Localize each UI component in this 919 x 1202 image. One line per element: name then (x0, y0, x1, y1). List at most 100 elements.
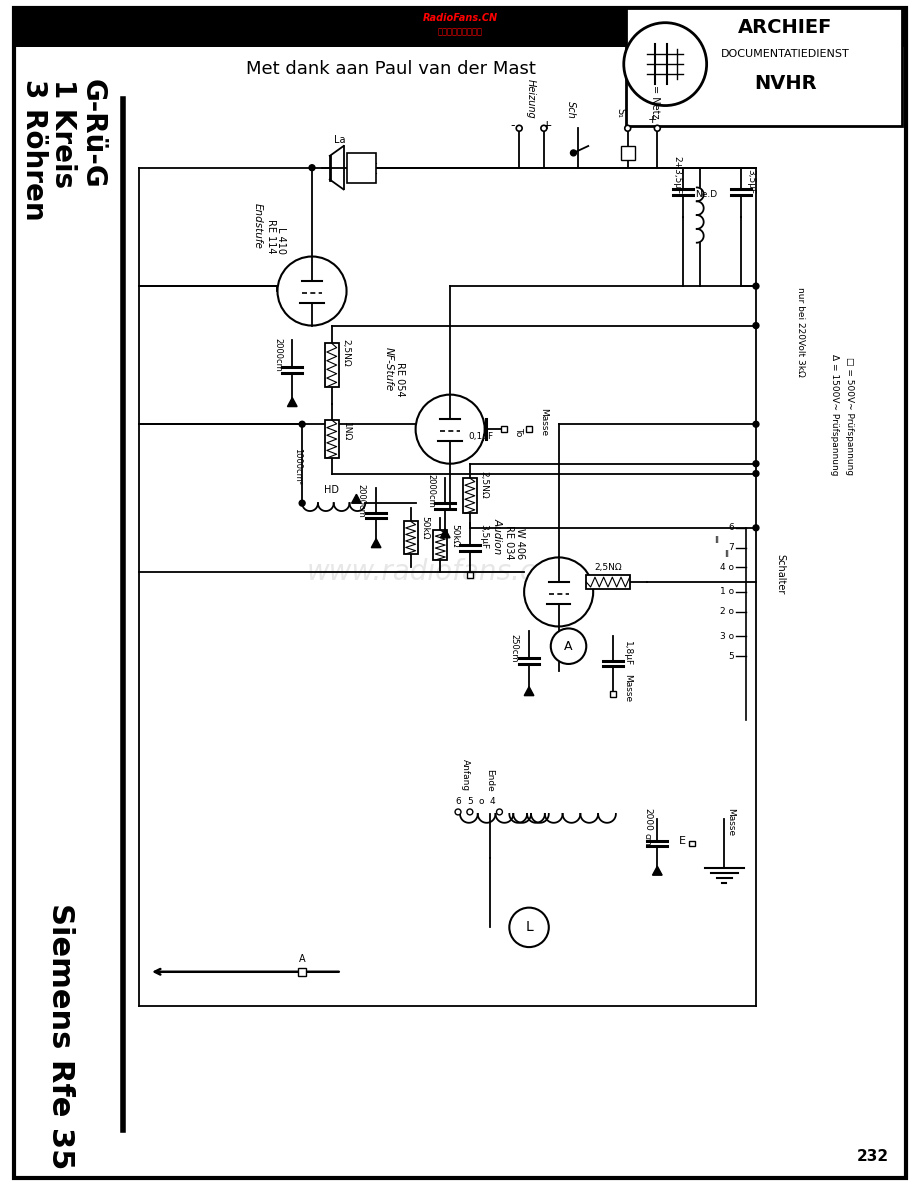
Text: 1,8µF: 1,8µF (622, 641, 631, 666)
Text: 2 o: 2 o (720, 607, 733, 617)
Text: Siemens Rfe 35: Siemens Rfe 35 (46, 903, 74, 1170)
Circle shape (752, 525, 758, 531)
Text: 6: 6 (728, 523, 733, 532)
Bar (14, 8, 905, 47)
Text: 2+3,5µF: 2+3,5µF (672, 156, 681, 195)
Text: 2,5NΩ: 2,5NΩ (594, 564, 621, 572)
Text: RadioFans.CN: RadioFans.CN (422, 13, 497, 23)
Text: 1NΩ: 1NΩ (341, 422, 350, 441)
Text: +: + (541, 119, 551, 132)
Text: S₁: S₁ (615, 108, 625, 119)
Text: ARCHIEF: ARCHIEF (738, 18, 832, 37)
Text: 250cm: 250cm (509, 635, 518, 664)
Circle shape (524, 558, 593, 626)
Text: La: La (334, 135, 345, 145)
Text: 5: 5 (728, 651, 733, 661)
Bar (324, 344, 338, 387)
Text: 2,5NΩ: 2,5NΩ (341, 339, 350, 367)
Text: II: II (723, 551, 728, 559)
Circle shape (550, 629, 585, 664)
Text: Endstufe: Endstufe (253, 203, 263, 249)
Text: Heizung: Heizung (526, 78, 536, 118)
Polygon shape (371, 538, 380, 548)
Text: 2000cm: 2000cm (273, 338, 282, 371)
Text: 3 o: 3 o (720, 632, 733, 641)
Text: 50kΩ: 50kΩ (449, 524, 459, 548)
Circle shape (496, 809, 502, 815)
Text: RE 054: RE 054 (394, 362, 404, 397)
Bar (625, 8, 901, 126)
Text: Δ = 1500V~ Prüfspannung: Δ = 1500V~ Prüfspannung (830, 355, 838, 476)
Circle shape (752, 471, 758, 476)
Text: A: A (299, 954, 305, 964)
Text: 6: 6 (455, 797, 460, 807)
Text: 2000cm: 2000cm (425, 475, 435, 508)
Bar (298, 968, 306, 976)
Text: HD: HD (323, 486, 339, 495)
Circle shape (299, 421, 305, 427)
Text: II: II (713, 536, 719, 545)
Bar (688, 840, 694, 846)
Text: W 406: W 406 (515, 529, 525, 559)
Circle shape (415, 394, 484, 464)
Bar (433, 530, 447, 560)
Text: 5: 5 (467, 797, 472, 807)
Text: NF-Stufe: NF-Stufe (383, 347, 393, 392)
Circle shape (752, 460, 758, 466)
Text: www.radiofans.cn: www.radiofans.cn (307, 558, 553, 587)
Text: Sch: Sch (565, 101, 575, 119)
Circle shape (752, 421, 758, 427)
Polygon shape (652, 867, 662, 875)
Text: = Netz: = Netz (650, 85, 660, 119)
Text: +: + (647, 115, 656, 125)
Text: 0,1µF: 0,1µF (468, 432, 493, 441)
Text: Schalter: Schalter (775, 554, 785, 594)
Text: Ne.D: Ne.D (695, 190, 717, 200)
Text: 收音机爱好者资料库: 收音机爱好者资料库 (437, 28, 482, 36)
Bar (346, 153, 376, 183)
Bar (467, 572, 472, 578)
Text: 50kΩ: 50kΩ (420, 516, 429, 540)
Bar (585, 576, 629, 589)
Text: nur bei 220Volt 3kΩ: nur bei 220Volt 3kΩ (795, 287, 804, 377)
Circle shape (509, 908, 549, 947)
Text: Masse: Masse (539, 407, 548, 436)
Circle shape (752, 322, 758, 328)
Circle shape (455, 809, 460, 815)
Bar (462, 478, 476, 513)
Text: E: E (677, 835, 685, 845)
Text: 4 o: 4 o (720, 563, 733, 572)
Text: 2,5NΩ: 2,5NΩ (479, 471, 488, 499)
Text: 3,5µF: 3,5µF (745, 169, 754, 195)
Text: Anfang: Anfang (460, 760, 469, 791)
Polygon shape (287, 398, 297, 406)
Text: 4: 4 (489, 797, 494, 807)
Text: G-Rü-G: G-Rü-G (79, 79, 107, 189)
Text: 1 Kreis: 1 Kreis (50, 79, 77, 188)
Text: 1000cm²: 1000cm² (292, 448, 301, 486)
Text: 3,5µF: 3,5µF (479, 524, 488, 549)
Circle shape (624, 125, 630, 131)
Circle shape (752, 284, 758, 288)
Circle shape (623, 23, 706, 106)
Text: 2000: 2000 (642, 808, 652, 831)
Text: A: A (563, 639, 573, 653)
Text: □ = 500V~ Prüfspannung: □ = 500V~ Prüfspannung (845, 357, 853, 476)
Bar (403, 522, 417, 554)
Text: To: To (514, 427, 523, 436)
Text: Ende: Ende (484, 768, 494, 791)
Circle shape (309, 165, 314, 171)
Circle shape (540, 125, 546, 131)
Circle shape (516, 125, 522, 131)
Text: cm: cm (642, 833, 652, 845)
Circle shape (570, 150, 576, 156)
Text: DOCUMENTATIEDIENST: DOCUMENTATIEDIENST (720, 49, 849, 59)
Text: RE 114: RE 114 (266, 219, 276, 254)
Bar (526, 427, 531, 432)
Polygon shape (524, 686, 533, 696)
Circle shape (278, 256, 346, 326)
Bar (609, 691, 615, 696)
Circle shape (299, 500, 305, 506)
Bar (620, 145, 634, 160)
Text: Masse: Masse (726, 808, 734, 835)
